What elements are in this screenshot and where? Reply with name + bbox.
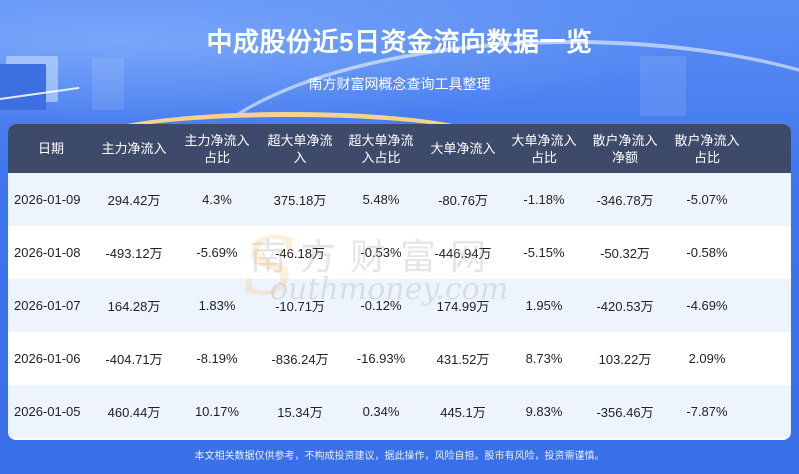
cell-date: 2026-01-07 [14, 298, 81, 313]
column-header-super-large-inflow-ratio: 超大单净流 入占比 [348, 132, 414, 165]
cell-retail-inflow-ratio: -5.07% [686, 192, 728, 207]
cell-large-inflow-ratio: 8.73% [525, 351, 563, 366]
cell-large-net-inflow: -446.94万 [434, 246, 492, 261]
cell-large-inflow-ratio: -5.15% [523, 245, 565, 260]
cell-super-large-inflow-ratio: -0.53% [360, 245, 402, 260]
cell-super-large-net-inflow: 375.18万 [273, 193, 327, 208]
table-row: 2026-01-05 460.44万 10.17% 15.34万 0.34% 4… [8, 385, 791, 438]
column-header-main-inflow-ratio: 主力净流入 占比 [184, 132, 250, 165]
page-title: 中成股份近5日资金流向数据一览 [206, 27, 593, 57]
cell-large-inflow-ratio: -1.18% [523, 192, 565, 207]
cell-main-net-inflow: 164.28万 [107, 299, 161, 314]
cell-retail-net-amount: -356.46万 [596, 405, 654, 420]
background-cube-decoration [0, 64, 46, 110]
cell-main-net-inflow: -493.12万 [105, 246, 163, 261]
cell-large-inflow-ratio: 1.95% [525, 298, 563, 313]
cell-super-large-inflow-ratio: -0.12% [360, 298, 402, 313]
cell-retail-net-amount: -346.78万 [596, 193, 654, 208]
cell-main-net-inflow: 294.42万 [107, 193, 161, 208]
cell-date: 2026-01-05 [14, 404, 81, 419]
cell-date: 2026-01-08 [14, 245, 81, 260]
cell-super-large-inflow-ratio: -16.93% [356, 351, 406, 366]
background-block [640, 56, 686, 116]
cell-super-large-net-inflow: 15.34万 [277, 405, 323, 420]
column-header-retail-net-amount: 散户净流入 净额 [592, 132, 658, 165]
cell-main-inflow-ratio: 4.3% [202, 192, 232, 207]
background-gold-arc [80, 112, 500, 177]
fund-flow-table: 日期 主力净流入 主力净流入 占比 超大单净流 入 超大单净流 入占比 大单净流… [8, 124, 791, 440]
disclaimer-text: 本文相关数据仅供参考，不构成投资建议，据此操作，风险自担。股市有风险，投资需谨慎… [194, 451, 605, 462]
cell-date: 2026-01-09 [14, 192, 81, 207]
column-header-large-net-inflow: 大单净流入 [430, 141, 496, 156]
cell-retail-inflow-ratio: -0.58% [686, 245, 728, 260]
cell-retail-net-amount: -420.53万 [596, 299, 654, 314]
cell-retail-inflow-ratio: 2.09% [688, 351, 726, 366]
cell-large-inflow-ratio: 9.83% [525, 404, 563, 419]
cell-retail-net-amount: 103.22万 [598, 352, 652, 367]
cell-retail-inflow-ratio: -4.69% [686, 298, 728, 313]
table-row: 2026-01-09 294.42万 4.3% 375.18万 5.48% -8… [8, 173, 791, 226]
cell-super-large-inflow-ratio: 0.34% [362, 404, 400, 419]
column-header-retail-inflow-ratio: 散户净流入 占比 [674, 132, 740, 165]
table-row: 2026-01-08 -493.12万 -5.69% -46.18万 -0.53… [8, 226, 791, 279]
cell-large-net-inflow: 445.1万 [440, 405, 486, 420]
column-header-main-net-inflow: 主力净流入 [101, 141, 167, 156]
cell-large-net-inflow: -80.76万 [438, 193, 488, 208]
background-block [92, 58, 124, 110]
cell-main-inflow-ratio: -8.19% [196, 351, 238, 366]
column-header-date: 日期 [37, 141, 64, 156]
column-header-super-large-net-inflow: 超大单净流 入 [267, 132, 333, 165]
cell-retail-net-amount: -50.32万 [600, 246, 650, 261]
cell-main-net-inflow: 460.44万 [107, 405, 161, 420]
page-subtitle: 南方财富网概念查询工具整理 [308, 76, 491, 92]
cell-large-net-inflow: 174.99万 [436, 299, 490, 314]
cell-retail-inflow-ratio: -7.87% [686, 404, 728, 419]
cell-super-large-net-inflow: -46.18万 [275, 246, 325, 261]
cell-date: 2026-01-06 [14, 351, 81, 366]
cell-main-inflow-ratio: -5.69% [196, 245, 238, 260]
cell-super-large-net-inflow: -10.71万 [275, 299, 325, 314]
table-row: 2026-01-07 164.28万 1.83% -10.71万 -0.12% … [8, 279, 791, 332]
column-header-large-inflow-ratio: 大单净流入 占比 [511, 132, 577, 165]
cell-main-inflow-ratio: 10.17% [194, 404, 240, 419]
cell-main-inflow-ratio: 1.83% [198, 298, 236, 313]
cell-main-net-inflow: -404.71万 [105, 352, 163, 367]
cell-large-net-inflow: 431.52万 [436, 352, 490, 367]
table-header: 日期 主力净流入 主力净流入 占比 超大单净流 入 超大单净流 入占比 大单净流… [8, 124, 791, 173]
table-row: 2026-01-06 -404.71万 -8.19% -836.24万 -16.… [8, 332, 791, 385]
cell-super-large-inflow-ratio: 5.48% [362, 192, 400, 207]
cell-super-large-net-inflow: -836.24万 [271, 352, 329, 367]
